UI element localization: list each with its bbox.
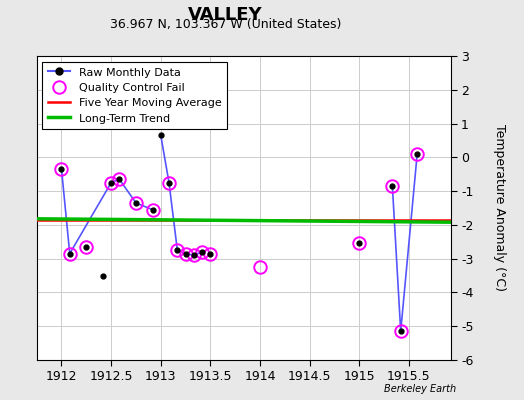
Legend: Raw Monthly Data, Quality Control Fail, Five Year Moving Average, Long-Term Tren: Raw Monthly Data, Quality Control Fail, … [42, 62, 227, 129]
Text: Berkeley Earth: Berkeley Earth [384, 384, 456, 394]
Y-axis label: Temperature Anomaly (°C): Temperature Anomaly (°C) [493, 124, 506, 292]
Text: 36.967 N, 103.367 W (United States): 36.967 N, 103.367 W (United States) [110, 18, 341, 31]
Text: VALLEY: VALLEY [188, 6, 263, 24]
